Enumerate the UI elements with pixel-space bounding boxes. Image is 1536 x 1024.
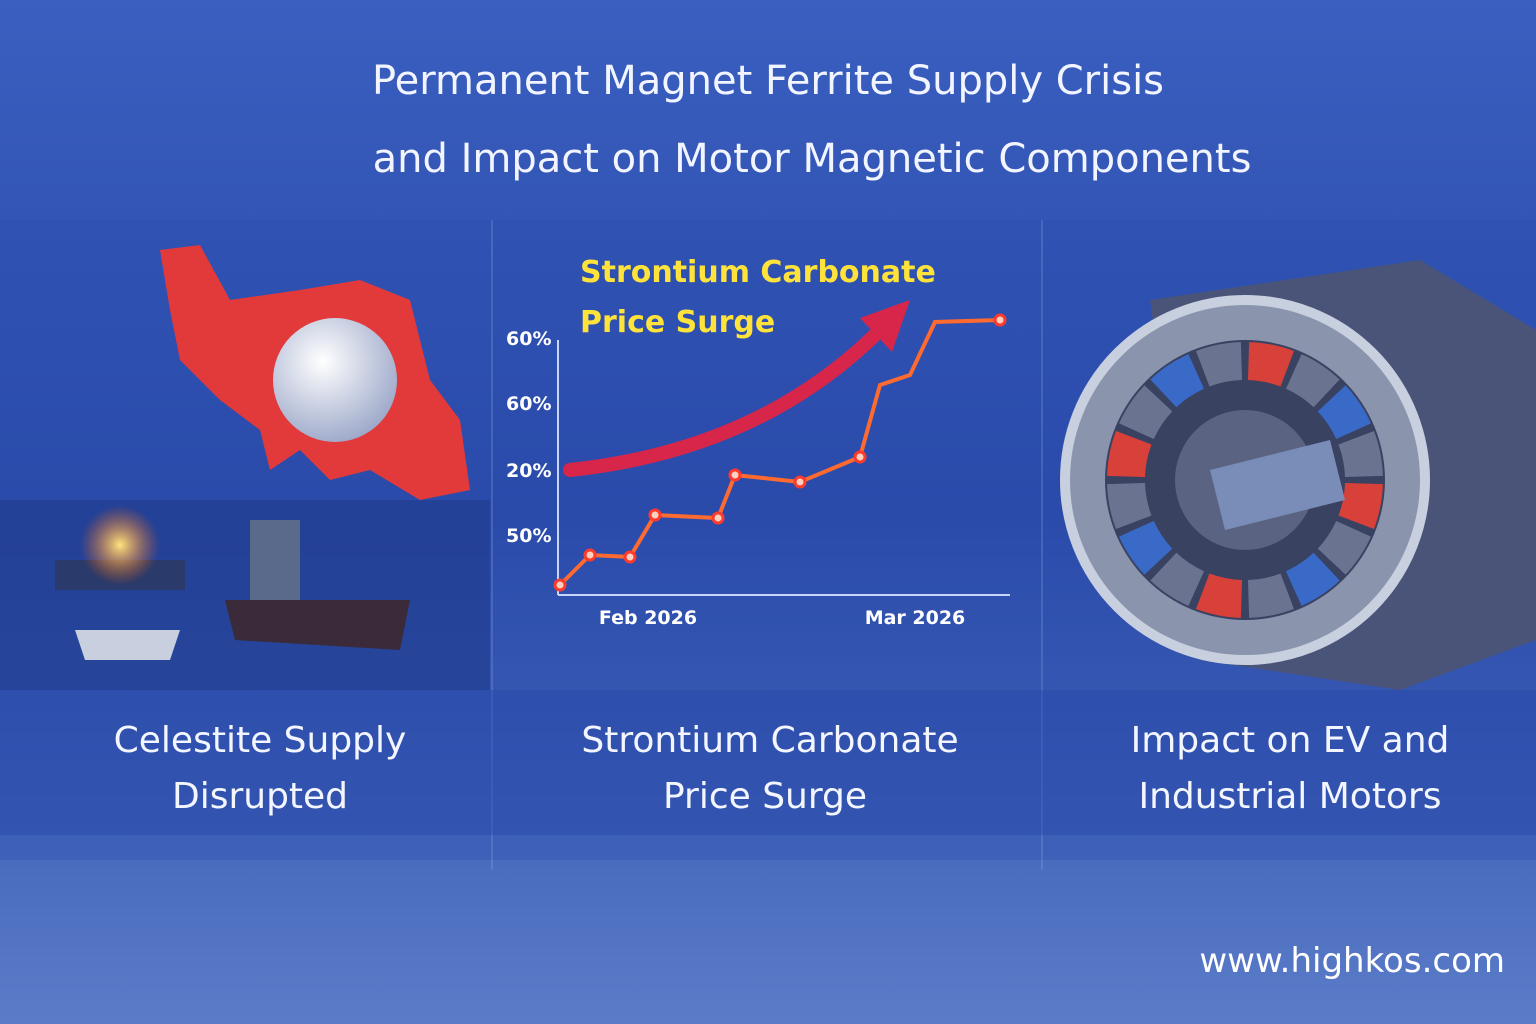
chart-title: Price Surge bbox=[580, 305, 775, 340]
title-line: and Impact on Motor Magnetic Components bbox=[373, 136, 1252, 182]
caption: Celestite Supply bbox=[114, 720, 407, 761]
x-label: Mar 2026 bbox=[865, 607, 966, 629]
magnet-segment bbox=[1119, 385, 1173, 439]
y-label: 50% bbox=[506, 525, 551, 547]
magnet-segment bbox=[1196, 573, 1242, 618]
magnet-segment bbox=[1119, 521, 1173, 575]
title-line: Permanent Magnet Ferrite Supply Crisis bbox=[372, 58, 1164, 104]
supply-illustration bbox=[0, 245, 490, 690]
magnet-segment bbox=[1338, 431, 1383, 477]
caption: Price Surge bbox=[663, 776, 867, 817]
magnet-segment bbox=[1286, 354, 1340, 408]
footer-url: www.highkos.com bbox=[1199, 941, 1505, 981]
magnet-segment bbox=[1150, 552, 1204, 606]
magnet-segment bbox=[1107, 431, 1152, 477]
magnet-segment bbox=[1150, 354, 1204, 408]
magnet-segment bbox=[1196, 342, 1242, 387]
motor-illustration bbox=[1060, 260, 1536, 690]
magnet-segment bbox=[1107, 483, 1152, 529]
y-label: 60% bbox=[506, 328, 551, 350]
caption: Disrupted bbox=[172, 776, 348, 817]
y-label: 20% bbox=[506, 460, 551, 482]
magnet-segment bbox=[1317, 521, 1371, 575]
caption-band bbox=[0, 690, 1536, 835]
x-label: Feb 2026 bbox=[599, 607, 697, 629]
magnet-segment bbox=[1317, 385, 1371, 439]
y-label: 60% bbox=[506, 393, 551, 415]
chart-title: Strontium Carbonate bbox=[580, 255, 936, 290]
caption: Strontium Carbonate bbox=[581, 720, 958, 761]
chart-illustration bbox=[553, 300, 1010, 596]
caption: Industrial Motors bbox=[1138, 776, 1441, 817]
caption: Impact on EV and bbox=[1131, 720, 1450, 761]
magnet-segment bbox=[1338, 483, 1383, 529]
magnet-segment bbox=[1248, 342, 1294, 387]
magnet-segment bbox=[1286, 552, 1340, 606]
magnet-segment bbox=[1248, 573, 1294, 618]
